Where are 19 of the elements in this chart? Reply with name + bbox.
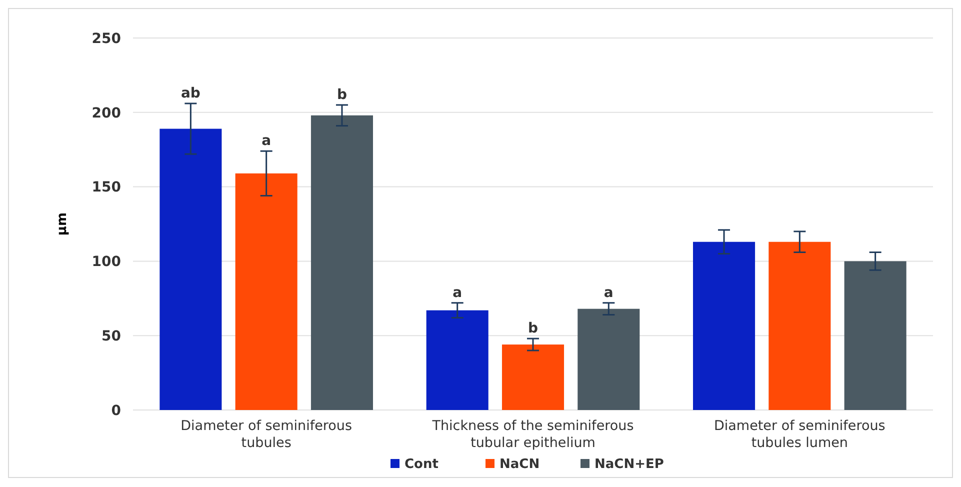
y-tick-label: 50 bbox=[102, 328, 122, 344]
x-tick-label: Diameter of seminiferous tubules lumen bbox=[714, 418, 886, 451]
y-tick-label: 200 bbox=[92, 105, 122, 122]
legend-label: NaCN bbox=[500, 457, 540, 472]
y-tick-label: 100 bbox=[92, 254, 122, 270]
data-label: a bbox=[262, 133, 272, 150]
data-label: a bbox=[604, 284, 614, 301]
x-tick-label: Diameter of seminiferous tubules bbox=[180, 418, 352, 451]
data-label: b bbox=[528, 320, 538, 337]
data-label: a bbox=[452, 284, 462, 301]
legend-label: NaCN+EP bbox=[594, 457, 664, 472]
y-tick-label: 250 bbox=[92, 30, 122, 47]
y-axis-title: µm bbox=[55, 212, 70, 236]
y-tick-label: 0 bbox=[111, 402, 122, 419]
legend-label: Cont bbox=[404, 457, 438, 472]
y-tick-label: 150 bbox=[92, 180, 122, 196]
data-label: ab bbox=[180, 85, 200, 102]
x-tick-label: Thickness of the seminiferous tubular epithelium bbox=[431, 418, 634, 451]
data-label: b bbox=[336, 86, 347, 103]
